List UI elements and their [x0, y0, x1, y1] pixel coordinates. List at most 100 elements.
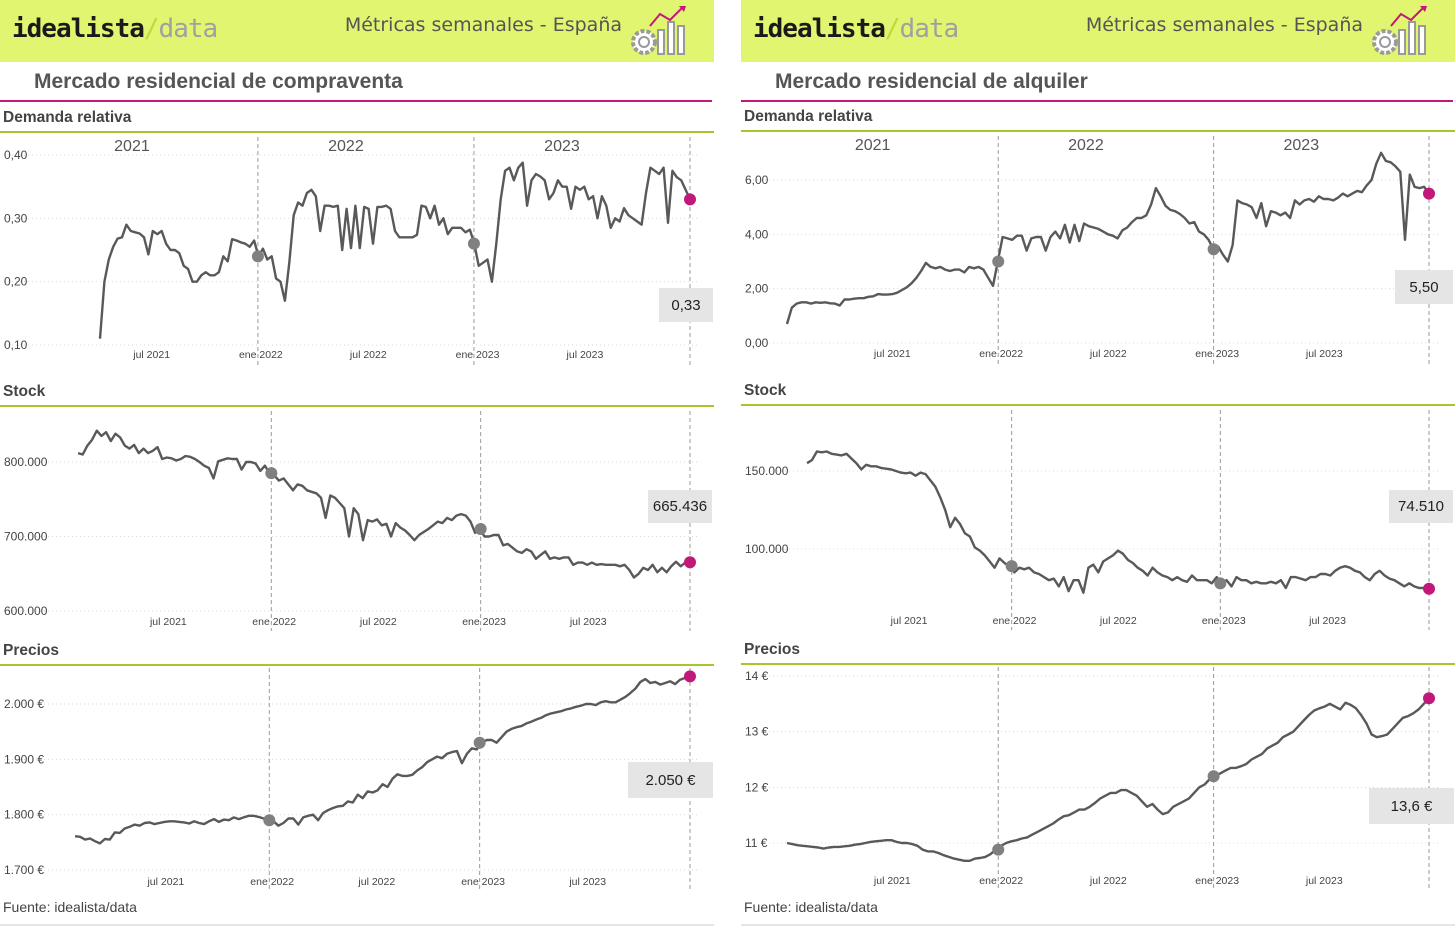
year-label: 2022 [328, 138, 364, 155]
series-line [785, 151, 1430, 325]
x-tick-label: ene 2022 [993, 615, 1037, 627]
series-line [74, 675, 691, 845]
y-tick-label: 1.900 € [4, 752, 44, 766]
price-chart: 1.700 € 1.800 € 1.900 € 2.000 € jul 2021 ene … [4, 668, 700, 890]
latest-value-marker [684, 670, 696, 683]
price-value-box: 13,6 € [1369, 788, 1454, 824]
y-tick-label: 4,00 [745, 227, 769, 241]
x-tick-label: ene 2022 [239, 349, 283, 361]
chart-label-stock: Stock [3, 383, 46, 400]
x-tick-label: jul 2022 [1089, 875, 1127, 887]
chart-divider [741, 663, 1455, 665]
y-tick-label: 1.700 € [4, 863, 44, 877]
y-tick-label: 2.000 € [4, 697, 44, 711]
x-tick-label: ene 2022 [979, 875, 1023, 887]
year-start-marker [992, 843, 1005, 856]
series-line [806, 450, 1430, 594]
stock-chart: 100.000 150.000 jul 2021 ene 2022 jul 2022 en… [745, 410, 1441, 630]
series-line [77, 429, 691, 579]
y-tick-label: 0,20 [4, 275, 28, 289]
x-tick-label: jul 2022 [359, 616, 397, 628]
year-start-marker [473, 736, 486, 749]
year-start-marker [263, 814, 276, 827]
x-tick-label: jul 2023 [1305, 348, 1343, 360]
latest-value-marker [684, 193, 696, 206]
year-start-marker [265, 467, 278, 480]
chart-divider [741, 130, 1455, 132]
x-tick-label: jul 2023 [569, 616, 607, 628]
x-tick-label: jul 2022 [1089, 348, 1127, 360]
source-note: Fuente: idealista/data [744, 899, 878, 915]
year-start-marker [467, 237, 480, 250]
year-label: 2021 [855, 137, 891, 154]
x-tick-label: jul 2021 [149, 616, 187, 628]
idealista-data-logo: idealista/data [753, 14, 959, 44]
chart-label-stock: Stock [744, 382, 787, 399]
x-tick-label: jul 2022 [357, 876, 395, 888]
latest-value-marker [1423, 187, 1435, 200]
bottom-divider [0, 924, 714, 926]
y-tick-label: 100.000 [745, 542, 789, 556]
y-tick-label: 0,10 [4, 338, 28, 352]
y-tick-label: 12 € [745, 780, 769, 794]
x-tick-label: jul 2021 [890, 615, 928, 627]
y-tick-label: 14 € [745, 669, 769, 683]
x-tick-label: ene 2023 [461, 876, 505, 888]
chart-divider [0, 131, 714, 133]
series-line [98, 161, 692, 339]
chart-label-demanda: Demanda relativa [3, 109, 132, 126]
header-banner: idealista/data Métricas semanales - Espa… [0, 0, 714, 62]
y-tick-label: 0,00 [745, 336, 769, 350]
x-tick-label: jul 2021 [132, 349, 170, 361]
year-start-marker [251, 250, 264, 263]
series-line [786, 697, 1430, 863]
stock-chart: 600.000 700.000 800.000 jul 2021 ene 2022 jul… [4, 411, 700, 631]
year-start-marker [1214, 577, 1227, 590]
chart-divider [0, 664, 714, 666]
x-tick-label: ene 2023 [1195, 348, 1239, 360]
source-note: Fuente: idealista/data [3, 899, 137, 915]
header-title: Métricas semanales - España [344, 14, 622, 36]
sale-panel: idealista/data Métricas semanales - Espa… [0, 0, 714, 928]
header-title: Métricas semanales - España [1085, 14, 1363, 36]
x-tick-label: jul 2023 [568, 876, 606, 888]
year-label: 2023 [544, 138, 580, 155]
year-label: 2023 [1284, 137, 1320, 154]
latest-value-marker [684, 556, 696, 569]
section-divider [741, 100, 1453, 102]
year-start-marker [1207, 243, 1220, 256]
y-tick-label: 700.000 [4, 530, 48, 544]
y-tick-label: 6,00 [745, 173, 769, 187]
year-start-marker [1005, 560, 1018, 573]
x-tick-label: ene 2023 [462, 616, 506, 628]
stock-value-box: 74.510 [1389, 490, 1453, 523]
gear-chart-icon [631, 6, 686, 55]
section-title: Mercado residencial de alquiler [775, 70, 1088, 93]
x-tick-label: jul 2023 [1305, 875, 1343, 887]
x-tick-label: ene 2022 [250, 876, 294, 888]
x-tick-label: jul 2021 [873, 875, 911, 887]
year-start-marker [1207, 770, 1220, 783]
y-tick-label: 0,30 [4, 211, 28, 225]
section-title: Mercado residencial de compraventa [34, 70, 403, 93]
rent-panel: idealista/data Métricas semanales - Espa… [741, 0, 1455, 928]
demand-chart: 0,00 2,00 4,00 6,00 2021 2022 2023 jul 2021 ene … [745, 136, 1441, 364]
demand-chart: 0,10 0,20 0,30 0,40 2021 2022 2023 jul 2021 ene … [4, 137, 700, 365]
chart-divider [0, 405, 714, 407]
chart-divider [741, 404, 1455, 406]
demand-value-box: 0,33 [659, 288, 713, 322]
x-tick-label: ene 2023 [1195, 875, 1239, 887]
chart-label-precios: Precios [3, 642, 60, 659]
idealista-data-logo: idealista/data [12, 14, 218, 44]
year-label: 2022 [1068, 137, 1104, 154]
year-label: 2021 [114, 138, 150, 155]
x-tick-label: jul 2021 [146, 876, 184, 888]
y-tick-label: 13 € [745, 725, 769, 739]
y-tick-label: 2,00 [745, 282, 769, 296]
y-tick-label: 150.000 [745, 464, 789, 478]
header-banner: idealista/data Métricas semanales - Espa… [741, 0, 1455, 62]
gear-chart-icon [1372, 6, 1427, 55]
bottom-divider [741, 924, 1455, 926]
price-value-box: 2.050 € [628, 762, 713, 798]
y-tick-label: 800.000 [4, 455, 48, 469]
